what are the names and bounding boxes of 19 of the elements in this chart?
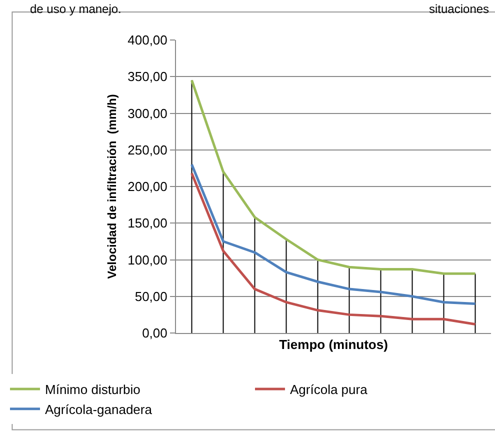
y-tick-label: 200,00 (128, 179, 168, 194)
legend-label: Agrícola pura (290, 382, 368, 398)
y-tick-label: 100,00 (128, 252, 168, 268)
text: de uso y manejo. (30, 2, 122, 16)
line-series (190, 79, 476, 275)
y-tick-label: 150,00 (128, 216, 168, 231)
y-tick-label: 300,00 (128, 106, 168, 121)
line-series (190, 172, 476, 326)
y-tick-label: 350,00 (128, 69, 168, 84)
text: situaciones (429, 2, 490, 16)
legend-label: Agrícola-ganadera (45, 402, 153, 417)
y-tick-label: 0,00 (142, 326, 168, 341)
y-tick-label: 250,00 (128, 142, 168, 158)
y-axis-title: Velocidad de infiltración (mm/h) (104, 94, 119, 279)
y-tick-label: 50,00 (134, 288, 168, 304)
y-tick-label: 400,00 (128, 32, 168, 48)
line-series (190, 163, 476, 305)
x-axis-title: Tiempo (minutos) (279, 337, 388, 352)
legend-label: Mínimo disturbio (45, 382, 140, 398)
